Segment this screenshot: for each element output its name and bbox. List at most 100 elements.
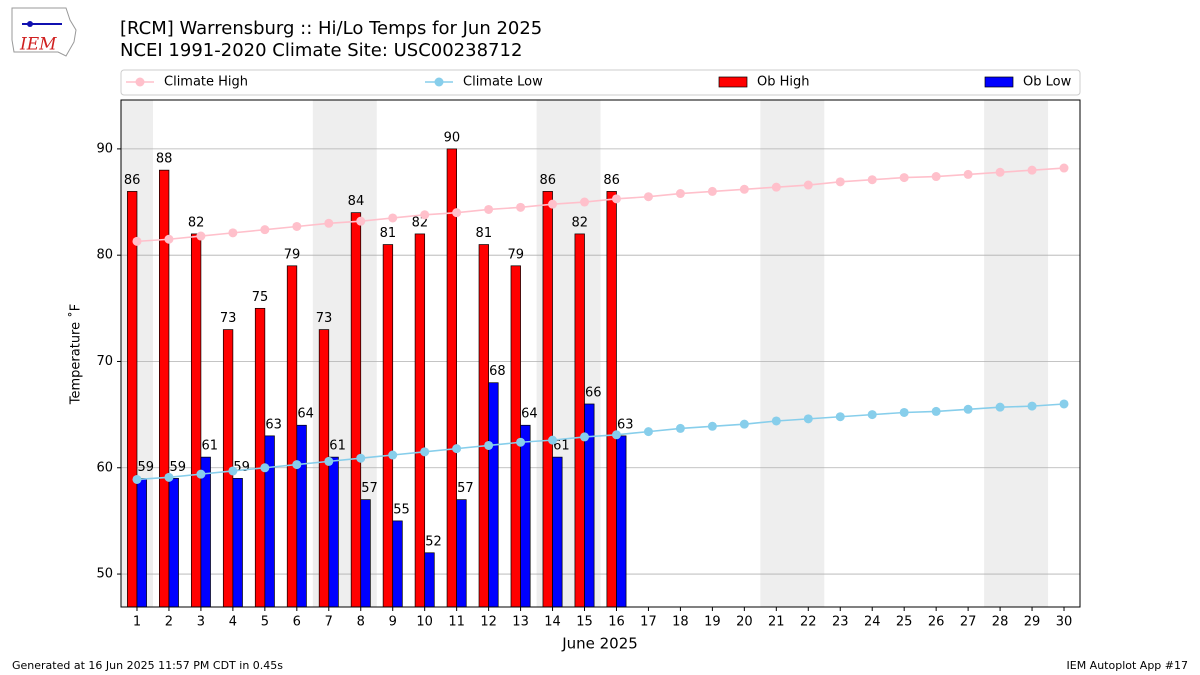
data-label: 86	[124, 173, 141, 188]
line-marker	[548, 435, 558, 445]
legend-label: Climate Low	[463, 75, 543, 90]
x-tick-label: 29	[1024, 615, 1041, 630]
x-tick-label: 14	[544, 615, 561, 630]
line-marker	[995, 402, 1005, 412]
chart-title: [RCM] Warrensburg :: Hi/Lo Temps for Jun…	[120, 18, 542, 39]
line-marker	[931, 172, 941, 182]
line-marker	[164, 234, 174, 244]
data-label: 90	[444, 130, 461, 145]
x-tick-label: 18	[672, 615, 689, 630]
bar	[478, 244, 489, 608]
line-marker	[516, 437, 526, 447]
data-label: 57	[361, 481, 378, 496]
line-marker	[1059, 163, 1069, 173]
footer-right: IEM Autoplot App #17	[1067, 659, 1189, 672]
data-label: 61	[201, 439, 218, 454]
bar	[552, 456, 563, 608]
bar	[456, 499, 467, 608]
x-tick-label: 21	[768, 615, 785, 630]
line-marker	[1059, 399, 1069, 409]
x-tick-label: 19	[704, 615, 721, 630]
line-marker	[963, 404, 973, 414]
line-marker	[739, 419, 749, 429]
line-marker	[388, 213, 398, 223]
data-label: 82	[188, 215, 205, 230]
x-tick-label: 11	[448, 615, 465, 630]
legend-label: Ob Low	[1023, 75, 1072, 90]
legend-swatch	[718, 76, 748, 88]
line-marker	[484, 440, 494, 450]
line-marker	[931, 406, 941, 416]
line-marker	[484, 204, 494, 214]
line-marker	[580, 197, 590, 207]
y-tick-label: 80	[96, 248, 113, 263]
x-tick-label: 10	[416, 615, 433, 630]
line-marker	[643, 427, 653, 437]
line-marker	[739, 184, 749, 194]
data-label: 86	[539, 173, 556, 188]
line-marker	[452, 208, 462, 218]
line-marker	[675, 189, 685, 199]
data-label: 88	[156, 152, 173, 167]
data-label: 75	[252, 290, 269, 305]
footer-left: Generated at 16 Jun 2025 11:57 PM CDT in…	[12, 659, 283, 672]
data-label: 82	[571, 215, 588, 230]
bar	[200, 456, 211, 608]
line-marker	[643, 192, 653, 202]
bar	[296, 424, 307, 608]
line-marker	[292, 221, 302, 231]
logo: IEM	[11, 7, 77, 57]
line-marker	[516, 202, 526, 212]
x-tick-label: 16	[608, 615, 625, 630]
x-tick-label: 27	[960, 615, 977, 630]
plot-frame	[120, 99, 1081, 608]
line-marker	[707, 421, 717, 431]
y-axis-label: Temperature ˚F	[68, 304, 84, 405]
bar	[574, 233, 585, 608]
bar	[328, 456, 339, 608]
x-tick-label: 3	[197, 615, 205, 630]
data-label: 61	[329, 439, 346, 454]
data-label: 64	[521, 407, 538, 422]
line-marker	[356, 216, 366, 226]
data-label: 73	[316, 311, 333, 326]
bar	[232, 478, 243, 608]
y-tick-label: 70	[96, 354, 113, 369]
line-marker	[324, 218, 334, 228]
x-tick-label: 25	[896, 615, 913, 630]
bar	[360, 499, 371, 608]
data-label: 84	[348, 194, 365, 209]
bar	[190, 233, 202, 608]
x-tick-label: 22	[800, 615, 817, 630]
line-marker	[228, 228, 238, 238]
x-tick-label: 13	[512, 615, 529, 630]
bar	[392, 520, 403, 608]
line-marker	[420, 447, 430, 457]
line-marker	[196, 231, 206, 241]
x-tick-label: 23	[832, 615, 849, 630]
x-tick-label: 30	[1056, 615, 1073, 630]
legend-label: Climate High	[164, 75, 248, 90]
x-tick-label: 1	[133, 615, 141, 630]
line-marker	[1027, 165, 1037, 175]
data-label: 55	[393, 502, 410, 517]
x-tick-label: 20	[736, 615, 753, 630]
x-tick-label: 5	[261, 615, 269, 630]
bar	[542, 191, 553, 608]
line-marker	[835, 177, 845, 187]
line-marker	[995, 167, 1005, 177]
x-tick-label: 9	[389, 615, 397, 630]
bar	[488, 382, 499, 608]
line-marker	[867, 175, 877, 185]
legend-box	[120, 69, 1081, 96]
data-label: 63	[265, 417, 282, 432]
data-label: 57	[457, 481, 474, 496]
logo-dot	[27, 21, 33, 27]
bar	[350, 212, 362, 608]
x-tick-label: 12	[480, 615, 497, 630]
line-marker	[388, 450, 398, 460]
line-marker	[580, 432, 590, 442]
line-marker	[867, 410, 877, 420]
data-label: 81	[476, 226, 493, 241]
